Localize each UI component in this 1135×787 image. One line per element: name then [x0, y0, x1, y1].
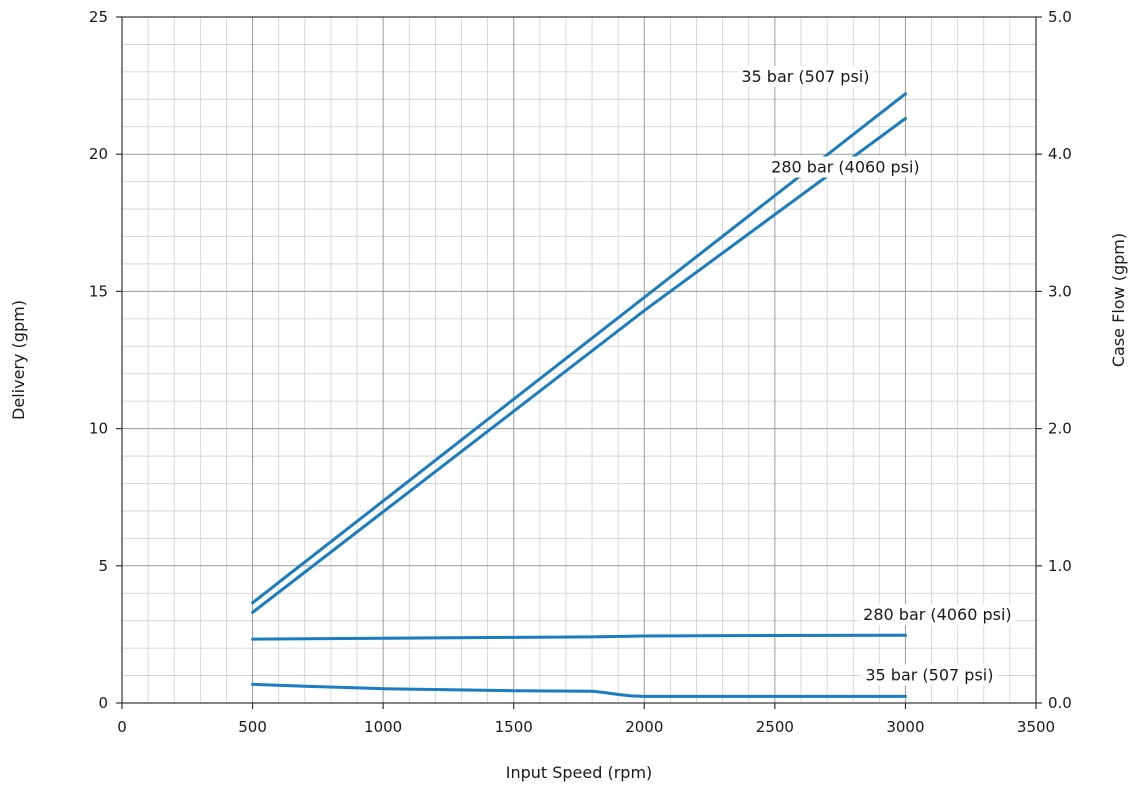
y2-tick-label: 0.0 — [1048, 694, 1072, 712]
series-label-background — [737, 65, 874, 87]
y2-tick-label: 1.0 — [1048, 557, 1072, 575]
series-label-background — [767, 156, 924, 178]
y-tick-label: 20 — [89, 145, 108, 163]
major-gridlines — [122, 17, 1036, 703]
series-label-4: 35 bar (507 psi) — [865, 665, 993, 684]
series-line-2 — [251, 117, 907, 614]
x-tick-label: 3500 — [1017, 718, 1055, 736]
y-tick-label: 15 — [89, 282, 108, 300]
y-axis-ticks: 0 5 10 15 20 25 — [89, 8, 122, 712]
x-tick-label: 1500 — [495, 718, 533, 736]
minor-gridlines — [122, 17, 1036, 703]
y-tick-label: 25 — [89, 8, 108, 26]
x-tick-label: 1000 — [364, 718, 402, 736]
series-line-4 — [251, 682, 907, 698]
y2-tick-label: 2.0 — [1048, 420, 1072, 438]
y2-tick-label: 3.0 — [1048, 282, 1072, 300]
y2-axis-ticks: 0.0 1.0 2.0 3.0 4.0 5.0 — [1036, 8, 1072, 712]
series-line-1 — [251, 92, 907, 605]
y-tick-label: 10 — [89, 420, 108, 438]
plot-frame — [121, 16, 1037, 704]
series-label-3: 280 bar (4060 psi) — [863, 605, 1011, 624]
series-label-2: 280 bar (4060 psi) — [771, 158, 919, 177]
y2-tick-label: 5.0 — [1048, 8, 1072, 26]
series-label-background — [861, 664, 998, 686]
y2-axis-title: Case Flow (gpm) — [1109, 233, 1128, 367]
series-layer — [251, 92, 907, 698]
x-tick-label: 3000 — [886, 718, 924, 736]
y2-tick-label: 4.0 — [1048, 145, 1072, 163]
series-label-1: 35 bar (507 psi) — [741, 67, 869, 86]
x-tick-label: 0 — [117, 718, 127, 736]
y-tick-label: 0 — [98, 694, 108, 712]
series-label-background — [859, 604, 1016, 626]
x-axis-ticks: 0 500 1000 1500 2000 2500 3000 3500 — [117, 703, 1055, 736]
x-axis-title: Input Speed (rpm) — [506, 763, 653, 782]
series-line-3 — [251, 633, 907, 641]
y-tick-label: 5 — [98, 557, 108, 575]
series-labels: 35 bar (507 psi) 280 bar (4060 psi) 280 ba… — [737, 65, 1016, 686]
x-tick-label: 2500 — [756, 718, 794, 736]
x-tick-label: 2000 — [625, 718, 663, 736]
x-tick-label: 500 — [238, 718, 267, 736]
y-axis-title: Delivery (gpm) — [9, 300, 28, 420]
